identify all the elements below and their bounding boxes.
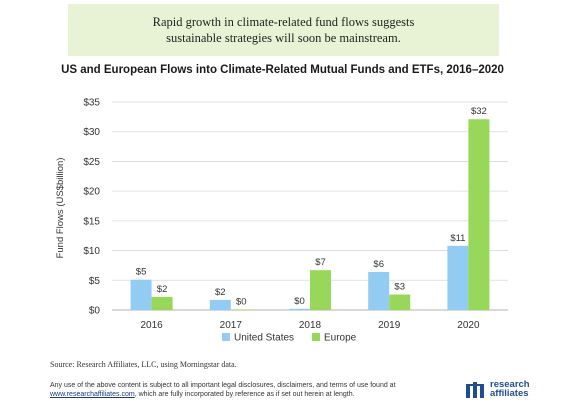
headline-line-2: sustainable strategies will soon be main… [166, 31, 401, 45]
bar-europe [151, 296, 173, 310]
chart-title: US and European Flows into Climate-Relat… [61, 64, 504, 76]
bar-united-states [447, 245, 469, 310]
data-label: $0 [294, 296, 305, 307]
data-label: $32 [471, 106, 487, 117]
website-link[interactable]: www.researchaffiliates.com [50, 391, 135, 398]
bar-united-states [368, 271, 390, 310]
data-label: $11 [450, 233, 465, 244]
data-label: $5 [136, 267, 147, 278]
x-tick-label: 2020 [457, 320, 480, 331]
disclaimer-line-1: Any use of the above content is subject … [50, 382, 396, 389]
data-label: $6 [373, 259, 384, 270]
logo-text-affiliates: affiliates [490, 388, 529, 399]
x-tick-label: 2017 [220, 320, 243, 331]
data-label: $7 [315, 257, 326, 268]
y-tick-label: $10 [83, 246, 100, 257]
data-label: $0 [236, 296, 247, 307]
bar-europe [389, 294, 411, 310]
bar-united-states [130, 279, 152, 310]
source-note: Source: Research Affiliates, LLC, using … [50, 360, 237, 369]
bar-europe [230, 309, 252, 310]
legend-swatch-united-states [222, 333, 230, 341]
bar-europe [468, 119, 490, 310]
logo-text-research: research [490, 379, 530, 390]
headline-line-1: Rapid growth in climate-related fund flo… [152, 15, 415, 29]
y-tick-label: $30 [83, 127, 100, 138]
x-tick-label: 2016 [140, 320, 163, 331]
legend-label: Europe [324, 333, 357, 344]
x-tick-label: 2018 [299, 320, 322, 331]
y-axis-title: Fund Flows (US$billion) [55, 158, 66, 259]
data-label: $3 [394, 282, 405, 293]
legend-swatch-europe [312, 333, 320, 341]
bar-europe [310, 270, 331, 310]
bar-united-states [289, 308, 310, 310]
disclaimer-line-2: www.researchaffiliates.com, which are fu… [50, 390, 440, 399]
logo-mark-icon [466, 382, 484, 398]
disclaimer-line-2-text: , which are fully incorporated by refere… [134, 391, 355, 398]
bar-united-states [209, 299, 231, 310]
headline-banner: Rapid growth in climate-related fund flo… [68, 4, 499, 56]
data-label: $2 [157, 284, 168, 295]
legend-label: United States [234, 333, 294, 344]
y-tick-label: $15 [83, 216, 100, 227]
y-tick-label: $35 [83, 98, 100, 109]
y-tick-label: $25 [83, 157, 100, 168]
y-tick-label: $5 [89, 276, 101, 287]
research-affiliates-logo: research affiliates [465, 380, 530, 398]
x-tick-label: 2019 [378, 320, 401, 331]
y-tick-label: $20 [83, 187, 100, 198]
y-tick-label: $0 [89, 306, 101, 317]
data-label: $2 [215, 287, 226, 298]
legal-disclaimer: Any use of the above content is subject … [50, 381, 440, 399]
